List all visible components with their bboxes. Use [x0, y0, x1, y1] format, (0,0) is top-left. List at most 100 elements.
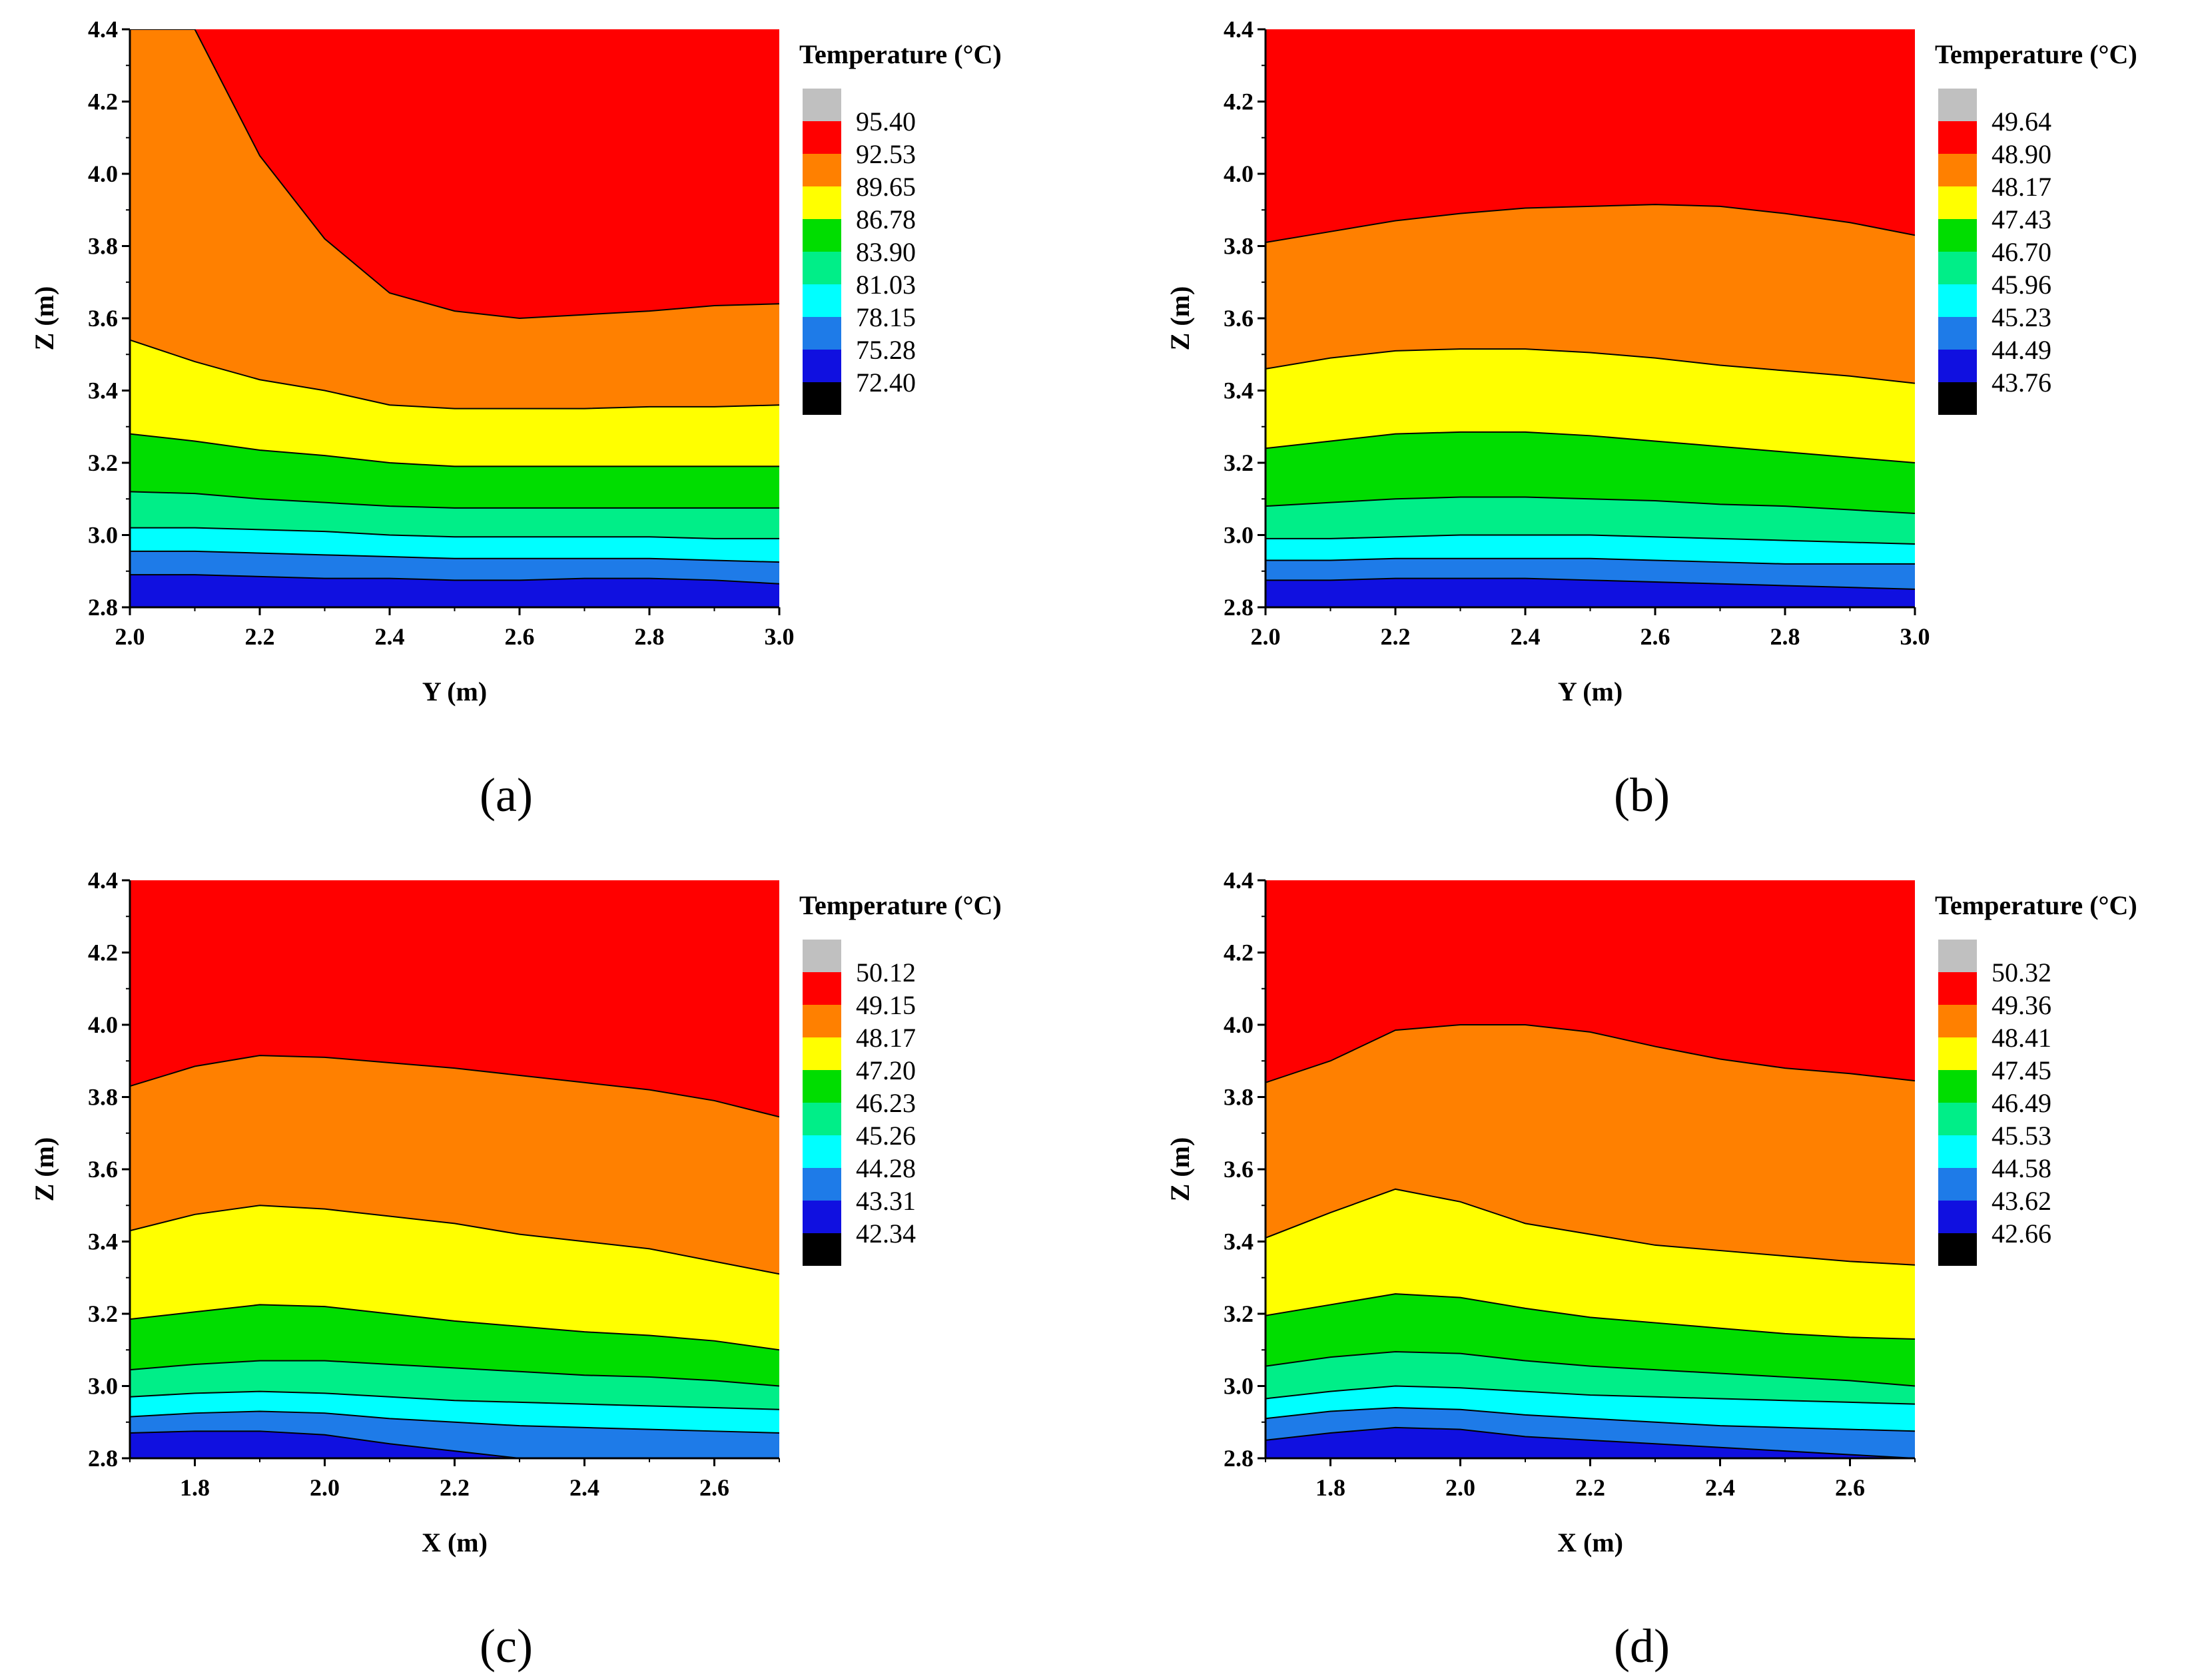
legend-level-label: 81.03 [856, 270, 916, 300]
y-tick-label: 3.4 [1224, 378, 1254, 404]
y-tick-label: 2.8 [88, 1445, 118, 1472]
legend-level-label: 49.15 [856, 990, 916, 1020]
legend-level-label: 48.90 [1992, 139, 2051, 169]
panel-caption: (c) [480, 1619, 533, 1673]
legend-swatch [803, 1070, 841, 1103]
legend-swatch [1938, 1201, 1977, 1233]
y-tick-label: 4.0 [1224, 1011, 1254, 1038]
legend-swatch [1938, 89, 1977, 121]
legend-swatch [803, 940, 841, 972]
legend-level-label: 72.40 [856, 368, 916, 398]
contour-line-44.58 [1266, 1407, 1915, 1432]
legend-swatch [803, 350, 841, 382]
y-tick-label: 4.4 [88, 867, 118, 894]
y-tick-label: 3.6 [1224, 305, 1254, 332]
x-tick-label: 2.2 [1575, 1474, 1605, 1501]
y-tick-label: 3.8 [88, 233, 118, 260]
x-tick-label: 2.6 [1835, 1474, 1865, 1501]
legend-swatch [1938, 219, 1977, 252]
chart-panel-a: 2.8 3.0 3.2 3.4 3.6 3.8 4.0 4.2 4.4 2.0 2.2 2.4 2.6 2… [29, 16, 1002, 822]
x-tick-label: 2.8 [635, 623, 665, 650]
x-tick-label: 2.0 [310, 1474, 340, 1501]
y-tick-label: 3.4 [88, 378, 118, 404]
legend-level-label: 48.17 [856, 1023, 916, 1053]
legend-swatch [803, 121, 841, 154]
y-tick-label: 3.2 [88, 1300, 118, 1327]
y-tick-label: 4.0 [88, 1011, 118, 1038]
panel-caption: (d) [1614, 1619, 1670, 1673]
legend-level-label: 95.40 [856, 107, 916, 137]
legend-level-label: 47.20 [856, 1055, 916, 1085]
legend-level-label: 46.70 [1992, 237, 2051, 267]
panel-caption: (b) [1614, 768, 1670, 822]
chart-panel-b: 2.8 3.0 3.2 3.4 3.6 3.8 4.0 4.2 4.4 2.0 2.2 2.4 2.6 2… [1165, 16, 2137, 822]
legend-swatch [803, 1005, 841, 1037]
y-tick-label: 3.6 [88, 305, 118, 332]
legend-swatch [1938, 1135, 1977, 1168]
contour-line-78.15 [130, 550, 779, 563]
y-tick-label: 3.0 [88, 522, 118, 549]
y-tick-label: 4.4 [1224, 16, 1254, 43]
x-tick-label: 2.2 [440, 1474, 470, 1501]
legend-level-label: 75.28 [856, 335, 916, 365]
contour-band-49.36 [1266, 880, 1915, 1083]
x-tick-label: 2.4 [1705, 1474, 1735, 1501]
legend-swatch [803, 1103, 841, 1135]
contour-line-48.17 [130, 1205, 779, 1275]
contour-line-48.17 [1266, 348, 1915, 384]
contour-line-49.36 [1266, 1024, 1915, 1083]
contour-line-81.03 [130, 527, 779, 539]
legend-swatch [803, 219, 841, 252]
y-tick-label: 3.8 [1224, 233, 1254, 260]
chart-panel-c: 2.8 3.0 3.2 3.4 3.6 3.8 4.0 4.2 4.4 1.8 2.0 2.2 2.4 2… [29, 867, 1002, 1673]
y-tick-label: 3.2 [1224, 1300, 1254, 1327]
legend-level-label: 46.49 [1992, 1088, 2051, 1118]
legend-title: Temperature (°C) [799, 890, 1002, 920]
legend-swatch [1938, 972, 1977, 1005]
y-tick-label: 2.8 [1224, 1445, 1254, 1472]
y-tick-label: 2.8 [1224, 594, 1254, 621]
legend-swatch [803, 1135, 841, 1168]
legend-swatch [803, 252, 841, 284]
legend-level-label: 48.41 [1992, 1023, 2051, 1053]
legend-level-label: 48.17 [1992, 172, 2051, 202]
contour-line-47.43 [1266, 431, 1915, 463]
x-tick-label: 2.8 [1770, 623, 1800, 650]
legend-swatch [1938, 1103, 1977, 1135]
legend-swatch [1938, 1037, 1977, 1070]
y-tick-label: 3.0 [88, 1373, 118, 1400]
legend-swatch [1938, 1168, 1977, 1201]
legend-swatch [803, 154, 841, 186]
contour-band-92.53 [130, 29, 779, 318]
legend-level-label: 50.12 [856, 958, 916, 987]
y-tick-label: 3.4 [88, 1229, 118, 1255]
contour-line-46.70 [1266, 496, 1915, 514]
plot-area [1266, 29, 1915, 607]
legend-swatch [1938, 186, 1977, 219]
y-tick-label: 3.6 [1224, 1156, 1254, 1183]
contour-line-83.90 [130, 491, 779, 509]
legend-swatch [1938, 154, 1977, 186]
y-tick-label: 4.2 [1224, 940, 1254, 966]
contour-line-49.15 [130, 1055, 779, 1118]
y-axis-label: Z (m) [29, 286, 59, 351]
x-tick-label: 2.2 [245, 623, 275, 650]
legend-swatch [803, 186, 841, 219]
legend-swatch [1938, 350, 1977, 382]
legend-level-label: 45.96 [1992, 270, 2051, 300]
y-tick-label: 3.4 [1224, 1229, 1254, 1255]
contour-line-43.62 [1266, 1426, 1915, 1458]
x-tick-label: 2.0 [1445, 1474, 1475, 1501]
legend-level-label: 78.15 [856, 302, 916, 332]
contour-line-43.31 [130, 1430, 779, 1458]
contour-line-48.41 [1266, 1188, 1915, 1266]
legend-swatch-min [803, 1233, 841, 1266]
contour-line-46.23 [130, 1360, 779, 1387]
legend-level-label: 42.66 [1992, 1219, 2051, 1249]
y-tick-label: 4.4 [88, 16, 118, 43]
contour-line-46.49 [1266, 1350, 1915, 1387]
legend-swatch-min [803, 382, 841, 415]
legend-swatch [803, 317, 841, 350]
legend-swatch [1938, 252, 1977, 284]
legend-swatch [1938, 1070, 1977, 1103]
